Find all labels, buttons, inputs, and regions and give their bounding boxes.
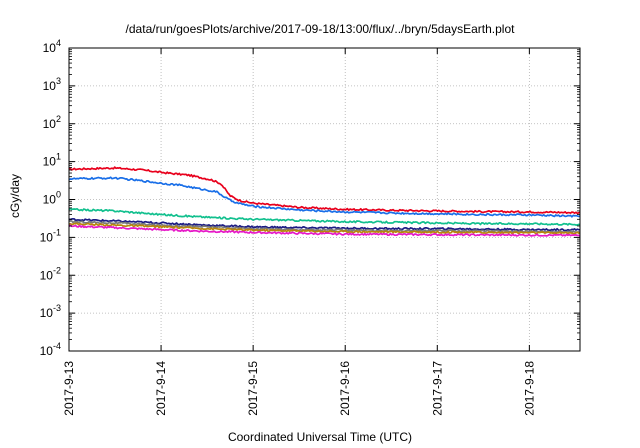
x-tick-label: 2017-9-13 [62, 361, 76, 416]
y-tick-label: 10-2 [40, 265, 61, 282]
plot-frame [68, 47, 581, 352]
y-tick-label: 10-1 [40, 227, 61, 244]
series-line [68, 224, 581, 237]
series-line [68, 220, 581, 234]
series-line [68, 207, 581, 226]
y-tick-label: 103 [43, 76, 61, 93]
y-tick-label: 100 [43, 190, 61, 207]
y-tick-label: 102 [43, 114, 61, 131]
y-tick-label: 10-4 [40, 341, 61, 358]
x-tick-label: 2017-9-18 [522, 361, 536, 416]
series-line [68, 222, 581, 235]
x-tick-label: 2017-9-17 [430, 361, 444, 416]
y-tick-label: 101 [43, 152, 61, 169]
x-axis-label: Coordinated Universal Time (UTC) [227, 430, 413, 444]
y-tick-label: 10-3 [40, 303, 61, 320]
chart-title: /data/run/goesPlots/archive/2017-09-18/1… [125, 22, 515, 36]
y-tick-label: 104 [43, 38, 61, 55]
series-line [68, 166, 581, 215]
series-line [68, 176, 581, 218]
x-tick-label: 2017-9-16 [338, 361, 352, 416]
x-tick-label: 2017-9-14 [154, 361, 168, 416]
x-tick-label: 2017-9-15 [246, 361, 260, 416]
